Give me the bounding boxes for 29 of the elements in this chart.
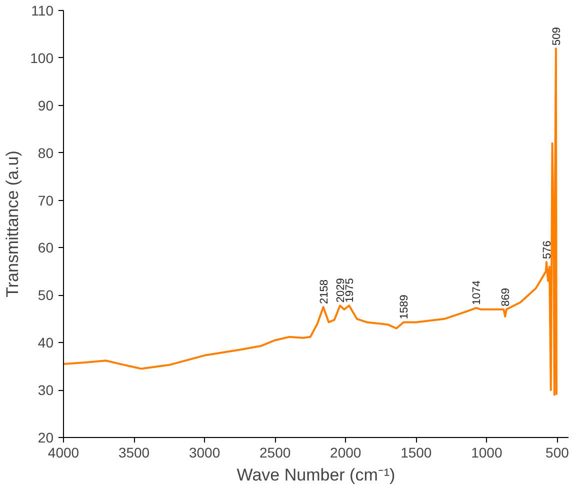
x-tick-label: 2000 <box>330 444 362 460</box>
annotation: 1975 <box>344 278 356 303</box>
y-tick-label: 50 <box>38 287 54 304</box>
annotation: 2158 <box>318 280 330 304</box>
x-tick-label: 1000 <box>471 444 502 460</box>
y-tick-label: 70 <box>38 192 54 208</box>
y-tick-label: 100 <box>30 50 54 66</box>
y-tick-label: 110 <box>31 2 54 18</box>
annotation: 1589 <box>398 294 411 320</box>
x-tick-label: 1500 <box>400 444 432 460</box>
y-tick-label: 80 <box>38 144 54 161</box>
annotation: 869 <box>500 288 512 306</box>
annotation: 576 <box>541 240 554 259</box>
x-tick-label: 500 <box>546 444 570 460</box>
x-tick-label: 3500 <box>118 444 150 460</box>
line-series <box>64 47 558 396</box>
annotation: 509 <box>550 27 563 46</box>
y-tick-label: 20 <box>38 430 54 446</box>
y-tick-label: 40 <box>38 334 54 351</box>
x-tick-label: 3000 <box>188 444 220 460</box>
y-tick-label: 90 <box>38 97 54 114</box>
annotation: 2029 <box>334 278 347 303</box>
annotation: 1074 <box>471 280 484 305</box>
y-tick-label: 60 <box>38 240 54 256</box>
y-axis-title: Transmittance (a.u) <box>3 150 22 298</box>
x-tick-label: 4000 <box>48 444 80 460</box>
y-tick-label: 30 <box>38 382 54 398</box>
x-axis-title: Wave Number (cm⁻¹) <box>236 466 396 484</box>
x-tick-label: 2500 <box>260 444 291 460</box>
